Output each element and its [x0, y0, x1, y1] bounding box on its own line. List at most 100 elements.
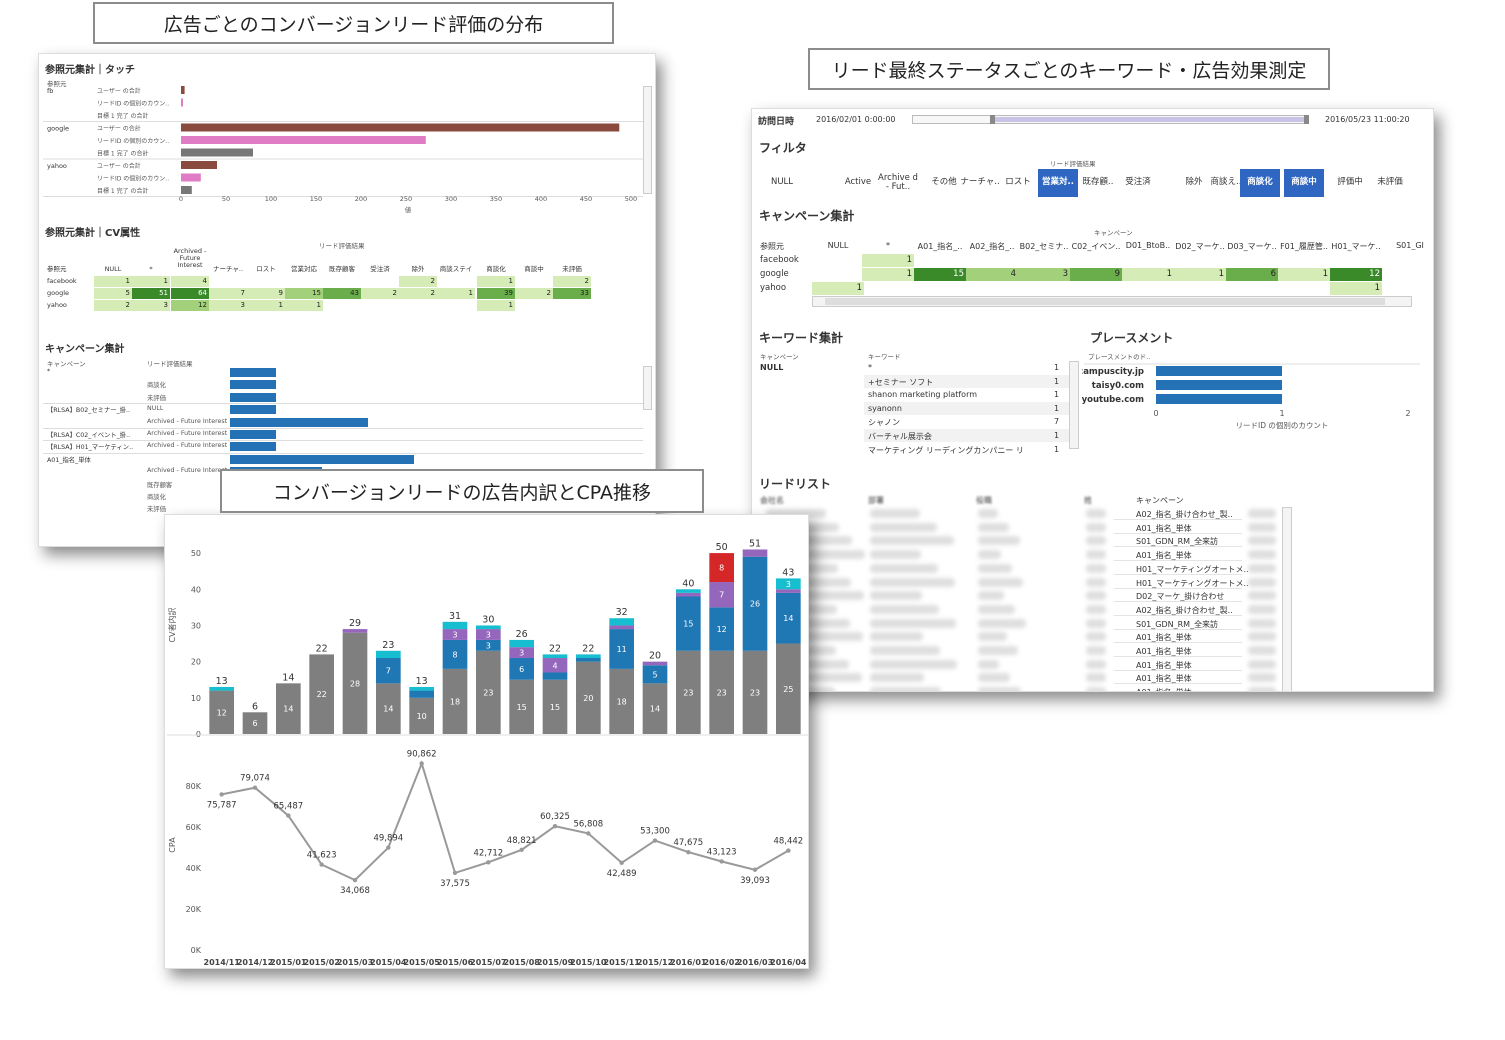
- touch-metric-label: 目標 1 完了 の合計: [97, 150, 149, 158]
- cv-segment-label: 15: [517, 703, 527, 712]
- campaign-name: 【RLSA】H01_マーケティン..: [47, 444, 134, 452]
- blurred-value: [1248, 536, 1276, 546]
- blurred-title: [978, 687, 1021, 691]
- filter-button[interactable]: ロスト: [1005, 177, 1031, 188]
- filter-button[interactable]: 未評価: [1377, 177, 1403, 188]
- right-campaign-column-header: B02_セミナ..: [1019, 242, 1069, 251]
- cv-total-label: 6: [252, 701, 258, 712]
- visit-label: 訪問日時: [758, 117, 795, 127]
- blurred-name: [1086, 646, 1106, 655]
- filter-button[interactable]: Archive d - Fut..: [878, 172, 918, 192]
- blurred-company: [766, 673, 862, 683]
- cv-stack-segment: [776, 643, 801, 734]
- cv-cell: [361, 300, 399, 311]
- right-campaign-cell: [1384, 268, 1433, 281]
- cv-segment-label: 11: [617, 645, 627, 654]
- leadlist-row[interactable]: [1114, 521, 1242, 534]
- cv-total-label: 13: [216, 676, 228, 687]
- filter-button[interactable]: 商談中: [1284, 169, 1324, 197]
- placement-bar: [1156, 366, 1282, 376]
- month-tick: 2015/04: [370, 958, 407, 967]
- keyword-count: 1: [1054, 390, 1060, 400]
- leadlist-row[interactable]: [1114, 630, 1242, 644]
- keyword-scrollbar[interactable]: [1069, 361, 1079, 449]
- cpa-label: 79,074: [240, 774, 270, 784]
- touch-scrollbar[interactable]: [643, 86, 652, 194]
- leadlist-row[interactable]: [1114, 617, 1242, 630]
- filter-button[interactable]: 除外: [1185, 177, 1203, 188]
- cv-cell: [437, 300, 475, 311]
- date-range-handle-end[interactable]: [1304, 115, 1309, 124]
- cv-segment-label: 8: [452, 650, 457, 659]
- leadlist-row[interactable]: [1114, 603, 1242, 616]
- leadlist-row[interactable]: [1114, 548, 1242, 562]
- touch-source-label: yahoo: [47, 162, 67, 170]
- cv-total-label: 13: [416, 676, 428, 687]
- cv-stack-segment: [376, 683, 401, 734]
- right-campaign-column-header: F01_履歴管..: [1280, 242, 1328, 251]
- cpa-point: [719, 859, 724, 864]
- right-campaign-title: キャンペーン集計: [759, 209, 855, 223]
- filter-button[interactable]: NULL: [770, 177, 794, 188]
- cv-column-header: 未評価: [562, 265, 582, 273]
- leadlist-row[interactable]: [1114, 671, 1242, 685]
- leadlist-campaign: A01_指名_単体: [1136, 674, 1192, 684]
- campaign-hscroll[interactable]: [812, 296, 1412, 307]
- right-campaign-cell: [862, 282, 914, 295]
- cpa-label: 60,325: [540, 812, 570, 822]
- leadlist-scrollbar[interactable]: [1282, 507, 1292, 691]
- blurred-department: [870, 673, 924, 683]
- cv-stack-segment: [476, 625, 501, 630]
- keyword-count: 1: [1054, 403, 1060, 413]
- blurred-title: [978, 618, 1026, 628]
- date-range-slider[interactable]: [912, 115, 1309, 124]
- leadlist-row[interactable]: [1114, 576, 1242, 589]
- filter-button[interactable]: 商談え..: [1210, 177, 1242, 188]
- filter-button[interactable]: 商談化: [1240, 169, 1280, 197]
- cv-stack-segment: [409, 697, 434, 734]
- leadlist-row[interactable]: [1114, 589, 1242, 603]
- leadlist-row[interactable]: [1114, 507, 1242, 520]
- filter-button[interactable]: 評価中: [1337, 177, 1363, 188]
- cv-column-header: ナーチャ..: [212, 265, 244, 273]
- leadlist-row[interactable]: [1114, 658, 1242, 671]
- campaign-scrollbar[interactable]: [643, 366, 652, 410]
- filter-button[interactable]: 既存顧..: [1082, 177, 1114, 188]
- cv-segment-label: 3: [486, 631, 491, 640]
- placement-tick: 1: [1279, 409, 1284, 418]
- leadlist-row[interactable]: [1114, 562, 1242, 575]
- cv-column-header: *: [149, 265, 153, 273]
- cv-stack-segment: [276, 683, 301, 734]
- right-campaign-cell: [1018, 254, 1070, 267]
- right-campaign-column-header: 参照元: [760, 242, 784, 251]
- leadlist-campaign: D02_マーケ_掛け合わせ: [1136, 592, 1225, 602]
- keyword-row: [864, 374, 1069, 388]
- cv-segment-label: 20: [583, 694, 593, 703]
- filter-button[interactable]: ナーチャ..: [960, 177, 1000, 188]
- cv-total-label: 23: [382, 640, 394, 651]
- right-campaign-cell: [914, 254, 966, 267]
- cpa-point: [319, 862, 324, 867]
- right-campaign-cell: [1122, 254, 1174, 267]
- keyword-campaign-null: NULL: [760, 363, 784, 372]
- cv-segment-label: 18: [617, 697, 627, 706]
- leadlist-row[interactable]: [1114, 644, 1242, 657]
- filter-button[interactable]: その他: [931, 177, 957, 188]
- right-campaign-cell: [1330, 254, 1382, 267]
- blurred-title: [978, 591, 1004, 601]
- filter-button[interactable]: 受注済: [1125, 177, 1151, 188]
- cv-segment-label: 14: [783, 614, 793, 623]
- date-range-handle-start[interactable]: [990, 115, 995, 124]
- campaign-hscroll-thumb[interactable]: [825, 298, 1385, 305]
- campaign-name: 【RLSA】C02_イベント_掛..: [47, 432, 131, 439]
- right-campaign-cell: [966, 282, 1018, 295]
- cv-stack-segment: [776, 592, 801, 644]
- placement-label: youtube.com: [1082, 395, 1144, 405]
- filter-button[interactable]: Active: [844, 177, 872, 188]
- keyword-count: 1: [1054, 444, 1060, 454]
- campaign-status: 未評価: [147, 506, 166, 514]
- campaign-status: 既存顧客: [147, 481, 173, 489]
- leadlist-row[interactable]: [1114, 534, 1242, 548]
- filter-button[interactable]: 営業対..: [1038, 169, 1078, 197]
